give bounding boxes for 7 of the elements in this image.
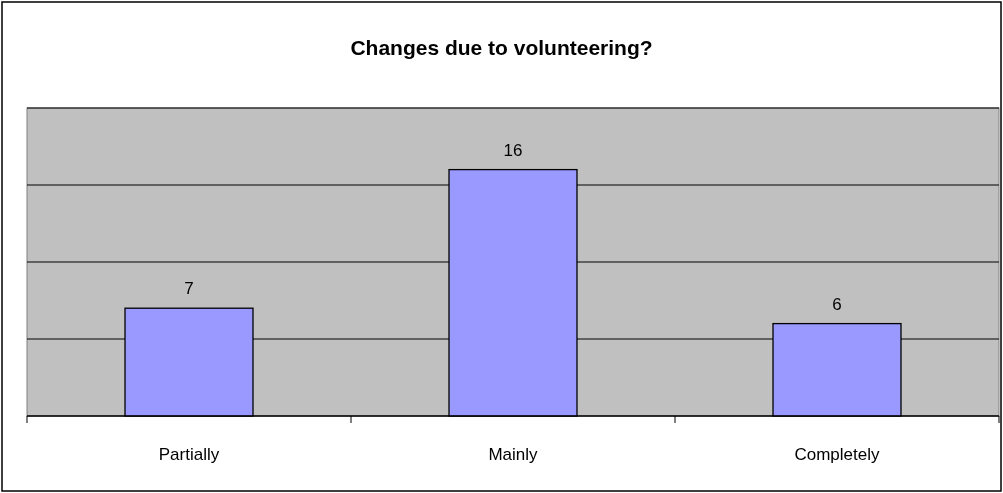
x-tick-label: Mainly: [488, 445, 539, 464]
data-label: 7: [184, 279, 194, 299]
x-tick-label: Completely: [794, 445, 881, 464]
data-label: 16: [503, 140, 523, 160]
chart-title: Changes due to volunteering?: [350, 36, 653, 59]
x-tick-label: Partially: [158, 445, 220, 464]
data-label: 6: [832, 294, 842, 314]
